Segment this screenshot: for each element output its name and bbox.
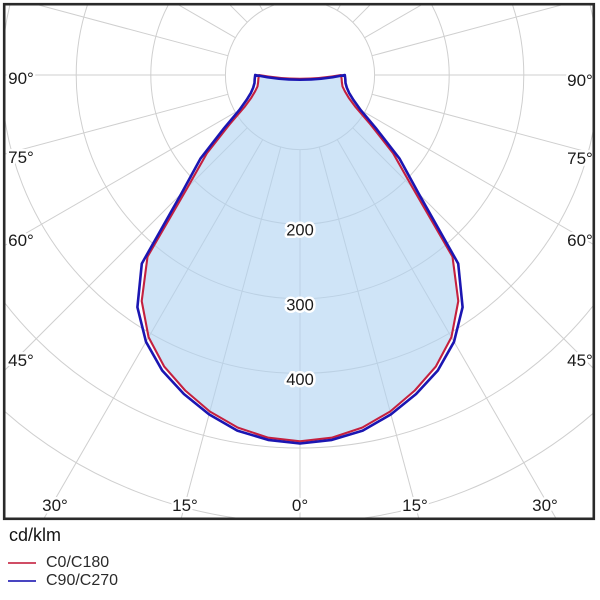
angle-label-right-75°: 75° — [567, 149, 593, 168]
grid-ray-285deg — [5, 93, 229, 155]
legend-swatch-c0-line — [8, 562, 36, 564]
angle-label-left-75°: 75° — [8, 148, 34, 167]
angle-label-left-45°: 45° — [8, 351, 34, 370]
legend-entry-c90: C90/C270 — [8, 572, 119, 589]
grid-ray-60deg — [364, 111, 593, 245]
legend-units-title: cd/klm — [9, 525, 62, 545]
angle-label-bottom-0°: 0° — [292, 496, 308, 515]
angle-label-left-90°: 90° — [8, 69, 34, 88]
angle-label-bottom-15°: 15° — [172, 496, 198, 515]
legend-swatch-c90-line — [8, 580, 36, 582]
angle-labels: 90° 75° 60° 45° 90° 75° 60° 45° 30° 15° 0° 15° 30° — [6, 67, 596, 518]
angle-label-bottom-30°: 30° — [532, 496, 558, 515]
curve-c90-c270 — [136, 73, 464, 445]
angle-label-bottom-15°: 15° — [402, 496, 428, 515]
radial-label-300: 300 — [286, 296, 314, 314]
grid-ray-300deg — [5, 111, 236, 246]
grid-ray-105deg — [371, 5, 564, 57]
legend-label-c0: C0/C180 — [46, 554, 110, 571]
grid-ray-75deg — [371, 93, 593, 155]
plot-border — [2, 2, 596, 521]
angle-label-right-90°: 90° — [567, 71, 593, 90]
legend-entry-c0: C0/C180 — [8, 554, 110, 571]
radial-label-400: 400 — [286, 371, 314, 389]
angle-label-left-60°: 60° — [8, 231, 34, 250]
intensity-fill-region — [141, 75, 459, 442]
legend: cd/klm C0/C180 C90/C270 — [0, 522, 600, 600]
polar-intensity-diagram: 200 300 400 90° 75° 60° 45° 90° 75° 60° 45° 30° 15° 0… — [2, 2, 596, 521]
legend-label-c90: C90/C270 — [46, 572, 119, 589]
angle-label-right-45°: 45° — [567, 351, 593, 370]
angle-label-right-60°: 60° — [567, 231, 593, 250]
radial-label-200: 200 — [286, 222, 314, 240]
radial-tick-labels: 200 300 400 — [284, 219, 317, 391]
angle-label-bottom-30°: 30° — [42, 496, 68, 515]
grid-ray-255deg — [36, 5, 229, 57]
